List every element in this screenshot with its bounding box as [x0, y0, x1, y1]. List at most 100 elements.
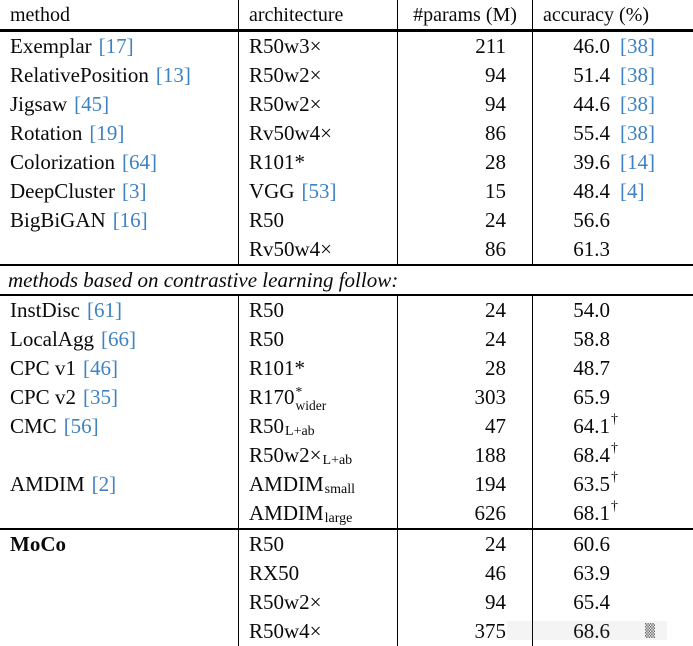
architecture-cell: VGG [53] — [238, 177, 397, 206]
citation-link[interactable]: [56] — [63, 414, 99, 438]
architecture-subscript: small — [324, 481, 356, 497]
architecture-cell: Rv50w4× — [238, 119, 397, 148]
architecture-name: Rv50w4× — [249, 237, 333, 261]
accuracy-value: 55.4 — [573, 121, 610, 145]
citation-link[interactable]: [14] — [620, 150, 655, 174]
citation-link[interactable]: [38] — [620, 63, 655, 87]
citation-link[interactable]: [66] — [100, 327, 136, 351]
citation-link[interactable]: [16] — [112, 208, 148, 232]
method-cell — [0, 559, 238, 588]
accuracy-cell: 48.4 [4] — [532, 177, 693, 206]
citation-link[interactable]: [38] — [620, 121, 655, 145]
citation-link[interactable]: [53] — [301, 179, 337, 203]
method-name: Colorization — [10, 150, 115, 174]
citation-link[interactable]: [19] — [89, 121, 125, 145]
architecture-subscript: wider — [295, 397, 327, 413]
params-cell: 28 — [397, 148, 532, 177]
citation-link[interactable]: [61] — [87, 298, 122, 322]
method-name: AMDIM — [10, 472, 85, 496]
params-cell: 24 — [397, 296, 532, 325]
citation-link[interactable]: [38] — [620, 34, 655, 58]
section-rule-top — [0, 264, 693, 266]
params-value: 28 — [485, 356, 506, 380]
accuracy-value: 60.6 — [573, 532, 610, 556]
accuracy-value: 39.6 — [573, 150, 610, 174]
params-value: 24 — [485, 298, 506, 322]
citation-link[interactable]: [3] — [121, 179, 147, 203]
architecture-name: AMDIM — [249, 472, 324, 496]
accuracy-cell: 48.7 — [532, 354, 693, 383]
citation-link[interactable]: [17] — [98, 34, 134, 58]
architecture-cell: AMDIM large — [238, 499, 397, 528]
accuracy-cell: 65.4 — [532, 588, 693, 617]
architecture-name: RX50 — [249, 561, 300, 585]
citation-link[interactable]: [13] — [155, 63, 191, 87]
column-header-method: method — [10, 3, 70, 26]
table-row: AMDIM [2] AMDIM small 194 63.5 † — [0, 470, 693, 499]
method-name: CMC — [10, 414, 57, 438]
params-cell: 211 — [397, 32, 532, 61]
params-value: 46 — [485, 561, 506, 585]
accuracy-value: 65.9 — [573, 385, 610, 409]
method-cell: RelativePosition [13] — [0, 61, 238, 90]
architecture-cell: RX50 — [238, 559, 397, 588]
method-cell: Exemplar [17] — [0, 32, 238, 61]
params-cell: 188 — [397, 441, 532, 470]
params-cell: 94 — [397, 90, 532, 119]
method-cell: Colorization [64] — [0, 148, 238, 177]
params-cell: 375 — [397, 617, 532, 646]
citation-link[interactable]: [4] — [620, 179, 645, 203]
accuracy-cell: 54.0 — [532, 296, 693, 325]
citation-link[interactable]: [46] — [82, 356, 118, 380]
method-name: MoCo — [10, 532, 66, 556]
table-row: R50w2× 94 65.4 — [0, 588, 693, 617]
params-value: 194 — [474, 472, 507, 496]
citation-link[interactable]: [2] — [91, 472, 117, 496]
table-row: R50w4× 375 68.6 ▒ — [0, 617, 693, 646]
dagger-footnote-marker: † — [611, 469, 618, 485]
table-row: Colorization [64] R101* 28 39.6 [14] — [0, 148, 693, 177]
params-value: 626 — [474, 501, 507, 525]
architecture-name: R101* — [249, 356, 306, 380]
accuracy-cell: 44.6 [38] — [532, 90, 693, 119]
params-value: 211 — [475, 34, 506, 58]
params-value: 28 — [485, 150, 506, 174]
table-row: BigBiGAN [16] R50 24 56.6 — [0, 206, 693, 235]
architecture-cell: R50 — [238, 325, 397, 354]
method-name: DeepCluster — [10, 179, 115, 203]
method-cell: BigBiGAN [16] — [0, 206, 238, 235]
params-value: 303 — [474, 385, 507, 409]
table-body: Exemplar [17] R50w3× 211 46.0 [38] RelativePos… — [0, 32, 693, 646]
citation-link[interactable]: [64] — [121, 150, 157, 174]
params-value: 94 — [485, 590, 506, 614]
architecture-name: AMDIM — [249, 501, 324, 525]
architecture-name: R50w2× — [249, 590, 322, 614]
architecture-cell: R50w4× — [238, 617, 397, 646]
citation-link[interactable]: [45] — [74, 92, 110, 116]
accuracy-value: 46.0 — [573, 34, 610, 58]
accuracy-value: 61.3 — [573, 237, 610, 261]
architecture-name: R50 — [249, 208, 285, 232]
accuracy-value: 44.6 — [573, 92, 610, 116]
architecture-cell: R50w2× — [238, 61, 397, 90]
accuracy-cell: 68.1 † — [532, 499, 693, 528]
architecture-cell: Rv50w4× — [238, 235, 397, 264]
params-cell: 24 — [397, 206, 532, 235]
architecture-name: R50w2× — [249, 92, 322, 116]
citation-link[interactable]: [35] — [82, 385, 118, 409]
architecture-cell: R101* — [238, 148, 397, 177]
dagger-footnote-marker: † — [611, 411, 618, 427]
method-cell: Rotation [19] — [0, 119, 238, 148]
accuracy-value: 63.5 — [573, 472, 610, 496]
table-row: LocalAgg [66] R50 24 58.8 — [0, 325, 693, 354]
params-cell: 46 — [397, 559, 532, 588]
accuracy-value: 65.4 — [573, 590, 610, 614]
accuracy-cell: 39.6 [14] — [532, 148, 693, 177]
params-cell: 94 — [397, 61, 532, 90]
table-row: DeepCluster [3] VGG [53] 15 48.4 [4] — [0, 177, 693, 206]
architecture-cell: R170 * wider — [238, 383, 397, 412]
citation-link[interactable]: [38] — [620, 92, 655, 116]
accuracy-cell: 58.8 — [532, 325, 693, 354]
method-cell: CMC [56] — [0, 412, 238, 441]
